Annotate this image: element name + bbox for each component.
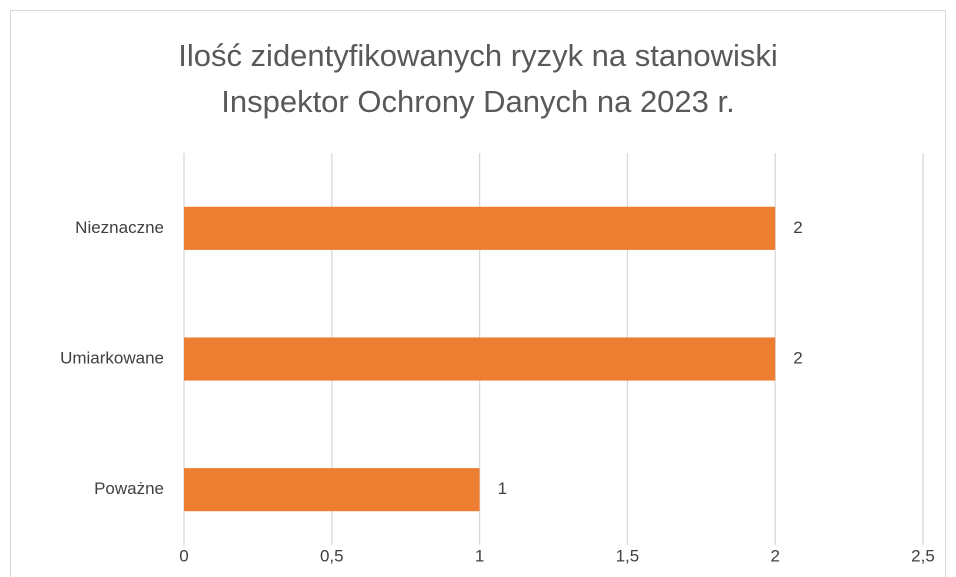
x-tick-label: 2	[770, 546, 779, 565]
chart-title: Inspektor Ochrony Danych na 2023 r.	[221, 84, 735, 119]
bar	[184, 337, 776, 381]
x-tick-label: 2,5	[911, 546, 935, 565]
data-label: 1	[498, 479, 507, 498]
x-tick-label: 1	[475, 546, 484, 565]
data-label: 2	[793, 348, 802, 367]
chart-title: Ilość zidentyfikowanych ryzyk na stanowi…	[178, 38, 778, 73]
bar	[184, 468, 480, 512]
x-tick-label: 0	[179, 546, 188, 565]
x-tick-label: 0,5	[320, 546, 344, 565]
y-tick-label: Umiarkowane	[60, 348, 164, 367]
data-label: 2	[793, 218, 802, 237]
bar	[184, 206, 776, 250]
y-tick-label: Poważne	[94, 479, 164, 498]
y-tick-label: Nieznaczne	[75, 218, 164, 237]
x-tick-label: 1,5	[616, 546, 640, 565]
